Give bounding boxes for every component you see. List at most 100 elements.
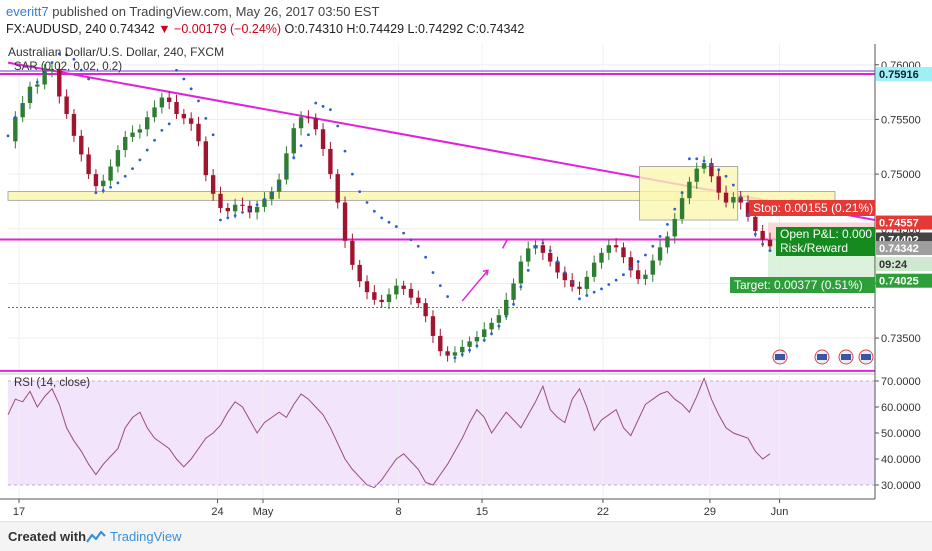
candle-body — [130, 132, 135, 137]
sar-dot — [394, 225, 398, 228]
sar-dot — [519, 285, 523, 289]
sar-dot — [336, 124, 340, 128]
sar-dot — [724, 174, 728, 178]
created-with-label: Created with — [8, 529, 87, 544]
last-price-tag-bg — [876, 241, 932, 256]
time-tick-label: 22 — [597, 506, 609, 518]
bar-countdown-tag-bg — [876, 257, 932, 272]
sar-dot — [160, 128, 164, 132]
target-label: Target: 0.00377 (0.51%) — [734, 278, 863, 292]
candle-body — [401, 285, 406, 289]
sar-dot — [534, 244, 537, 248]
sar-dot — [365, 201, 369, 204]
sar-dot — [109, 185, 112, 189]
sar-dot — [460, 353, 464, 356]
trend-cross-price-tag: 0.74557 — [879, 218, 919, 230]
candle-body — [181, 113, 187, 119]
risk-reward-label-bg — [776, 241, 875, 256]
candle-body — [657, 247, 663, 261]
candle-body — [474, 337, 480, 342]
tradingview-brand-link[interactable]: TradingView — [110, 529, 182, 544]
sar-dot — [680, 191, 684, 195]
upper-line-price-tag-bg — [876, 66, 932, 81]
candle-body — [357, 264, 362, 282]
target-label-bg — [730, 277, 875, 293]
candle-body — [306, 117, 311, 119]
candle-body — [621, 247, 626, 258]
sar-dot — [79, 68, 83, 72]
time-tick-label: 17 — [13, 506, 25, 518]
sar-dot — [416, 244, 420, 248]
candle-body — [760, 230, 765, 240]
sar-dot — [688, 157, 691, 161]
sar-dot — [768, 249, 772, 253]
sar-dot — [512, 302, 515, 306]
sar-dot — [211, 133, 215, 137]
sar-dot — [204, 116, 208, 120]
sar-dot — [614, 278, 618, 282]
sar-dot — [197, 99, 200, 103]
candle-body — [313, 118, 318, 130]
sar-dot — [717, 168, 721, 172]
time-tick-label: Jun — [771, 506, 789, 518]
price-tick-label: 0.73500 — [881, 333, 921, 345]
time-tick-label: 8 — [395, 506, 401, 518]
sar-dot — [358, 190, 362, 194]
upper-line-price-tag: 0.75916 — [879, 69, 919, 81]
price-chart[interactable]: 0.760000.755000.750000.745000.740000.735… — [0, 44, 932, 521]
sar-dot — [731, 183, 735, 187]
sar-dot — [263, 197, 266, 201]
candle-body — [342, 202, 348, 241]
candle-body — [731, 197, 736, 203]
candle-body — [628, 257, 633, 271]
candle-body — [716, 176, 721, 193]
published-text: published on TradingView.com, May 26, 20… — [52, 4, 380, 19]
candle-body — [584, 276, 590, 289]
candle-body — [79, 135, 84, 155]
candle-body — [460, 346, 465, 353]
sar-dot — [446, 295, 450, 298]
rsi-tick-label: 30.0000 — [881, 480, 921, 492]
rsi-tick-label: 50.0000 — [881, 428, 921, 440]
sar-dot — [350, 172, 354, 176]
sar-dot — [541, 241, 545, 245]
sar-dot — [585, 294, 589, 297]
sar-dot — [35, 80, 39, 84]
sar-dot — [153, 138, 156, 142]
candle-body — [511, 283, 516, 300]
candle-body — [123, 136, 128, 151]
candle-body — [166, 97, 172, 102]
sar-dot — [666, 223, 669, 226]
sar-dot — [226, 216, 230, 220]
candle-body — [416, 297, 421, 304]
candle-body — [694, 168, 699, 182]
candle-body — [738, 197, 743, 203]
candle-body — [562, 272, 568, 281]
event-flag-au-icon-fill — [861, 354, 871, 360]
sar-dot — [299, 144, 303, 148]
sar-dot — [321, 104, 325, 108]
sar-dot — [600, 287, 603, 291]
sar-dot — [94, 191, 98, 195]
sar-dot — [753, 232, 757, 236]
sar-dot — [673, 207, 677, 211]
sar-dot — [123, 174, 127, 178]
candle-body — [394, 285, 399, 295]
sar-dot — [131, 167, 134, 171]
candle-body — [93, 174, 99, 187]
annotation-arrow — [461, 269, 489, 302]
candle-body — [650, 260, 655, 275]
candle-body — [328, 148, 333, 175]
sar-dot — [285, 170, 288, 174]
sar-dot — [277, 183, 281, 187]
author-link[interactable]: everitt7 — [6, 4, 49, 19]
candle-body — [372, 292, 377, 300]
ohlc-values: O:0.74310 H:0.74429 L:0.74292 C:0.74342 — [284, 22, 525, 36]
time-tick-label: 29 — [704, 506, 716, 518]
sar-dot — [548, 249, 552, 253]
price-change: ▼ −0.00179 (−0.24%) — [158, 22, 282, 36]
sar-dot — [622, 273, 625, 277]
target-price-tag-bg — [876, 273, 932, 288]
candle-body — [20, 103, 25, 118]
candle-body — [159, 97, 165, 108]
